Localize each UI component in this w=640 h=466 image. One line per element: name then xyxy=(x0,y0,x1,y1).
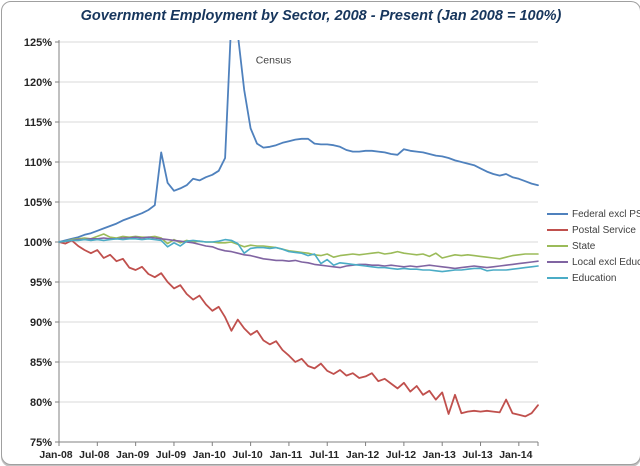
series-line-education xyxy=(58,238,539,273)
legend-label: Local excl Educ xyxy=(572,256,640,268)
y-tick-label: 75% xyxy=(30,437,52,449)
legend-line-swatch-education xyxy=(547,277,568,279)
x-tick-label: Jul-11 xyxy=(309,449,339,461)
y-tick-label: 115% xyxy=(24,117,52,129)
legend-item-postal: Postal Service xyxy=(547,224,640,236)
x-tick-label: Jul-13 xyxy=(462,449,493,461)
y-tick-label: 90% xyxy=(30,317,52,329)
x-tick-label: Jan-09 xyxy=(116,449,149,461)
series-line-postal-service xyxy=(58,239,539,418)
legend-item-federal: Federal excl PS xyxy=(547,208,640,220)
x-tick-label: Jan-12 xyxy=(346,449,379,461)
legend-item-state: State xyxy=(547,240,640,252)
x-tick-label: Jul-12 xyxy=(386,449,417,461)
legend-label: Postal Service xyxy=(572,224,636,236)
x-tick-label: Jan-14 xyxy=(499,449,532,461)
legend-item-education: Education xyxy=(547,272,640,284)
y-tick-label: 95% xyxy=(30,277,52,289)
y-tick-label: 100% xyxy=(24,237,52,249)
legend-line-swatch-state xyxy=(547,245,568,247)
legend-line-swatch-local xyxy=(547,261,568,263)
census-annotation: Census xyxy=(256,55,292,67)
x-tick-label: Jul-10 xyxy=(232,449,263,461)
series-line-federal-excl-ps xyxy=(58,40,539,243)
x-tick-label: Jul-09 xyxy=(156,449,187,461)
legend-item-local: Local excl Educ xyxy=(547,256,640,268)
legend-label: Federal excl PS xyxy=(572,208,640,220)
chart-title: Government Employment by Sector, 2008 - … xyxy=(80,8,562,24)
legend-label: State xyxy=(572,240,596,252)
legend-line-swatch-federal xyxy=(547,213,568,215)
y-tick-label: 120% xyxy=(24,77,52,89)
legend: Federal excl PS Postal Service State Loc… xyxy=(547,208,640,284)
series-lines xyxy=(58,40,539,418)
y-tick-label: 85% xyxy=(30,357,52,369)
x-tick-label: Jan-11 xyxy=(270,449,303,461)
y-tick-label: 80% xyxy=(30,397,52,409)
legend-line-swatch-postal xyxy=(547,229,568,231)
x-tick-label: Jan-10 xyxy=(193,449,226,461)
y-tick-label: 110% xyxy=(24,157,52,169)
x-tick-label: Jan-08 xyxy=(39,449,72,461)
series-line-local-excl-educ xyxy=(58,236,539,270)
y-tick-label: 105% xyxy=(24,197,52,209)
y-tick-label: 125% xyxy=(24,37,52,49)
legend-label: Education xyxy=(572,272,617,284)
x-tick-label: Jan-13 xyxy=(423,449,456,461)
x-tick-label: Jul-08 xyxy=(79,449,110,461)
